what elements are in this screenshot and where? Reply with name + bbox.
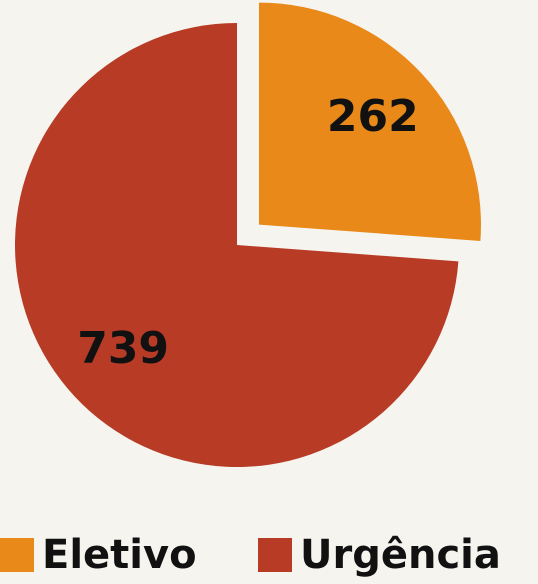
legend-swatch bbox=[258, 538, 292, 572]
value-label: 739 bbox=[77, 323, 169, 374]
pie-slice bbox=[258, 2, 481, 241]
value-label: 262 bbox=[327, 91, 419, 142]
legend-label: Eletivo bbox=[42, 532, 197, 578]
pie-slice bbox=[15, 23, 459, 467]
legend-label: Urgência bbox=[300, 532, 501, 578]
legend-swatch bbox=[0, 538, 34, 572]
